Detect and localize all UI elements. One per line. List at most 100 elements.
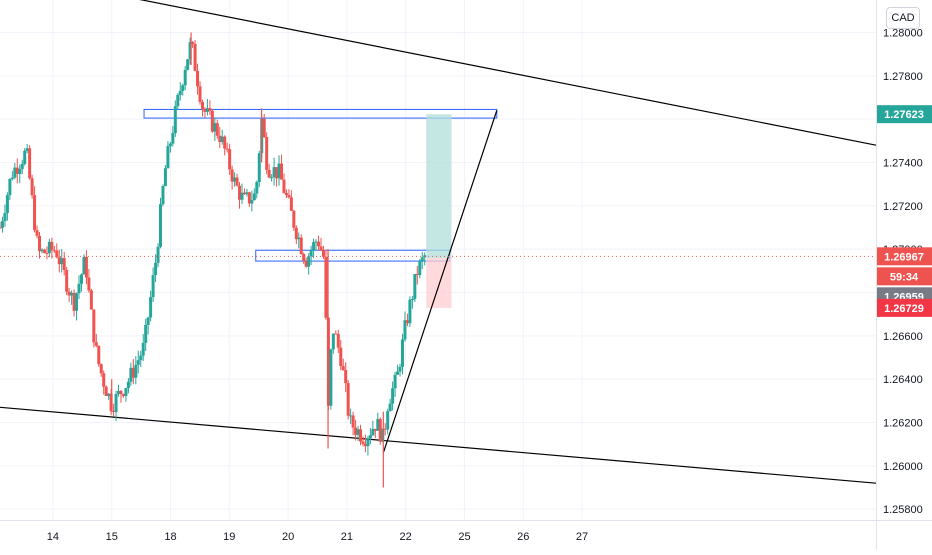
candle-body [223,136,227,149]
candles [0,32,427,488]
candle-body [149,297,153,318]
resistance-zone[interactable] [143,108,498,119]
y-tick-label: 1.28000 [883,28,923,40]
candle-body [28,148,32,179]
candle-body [368,435,372,439]
trendline[interactable] [0,406,877,484]
candle-body [272,167,276,178]
candle-body [282,179,286,193]
candle-body [218,135,222,143]
candle-body [126,381,130,389]
candle-body [284,192,288,196]
candle-body [178,90,182,95]
candle-body [396,371,400,375]
candle-body [247,192,251,204]
candle-body [72,292,76,311]
candle-body [3,212,7,222]
candle-body [294,227,298,240]
x-tick-label: 27 [576,531,588,543]
countdown-badge: 59:34 [890,271,919,283]
y-tick-label: 1.26600 [883,331,923,343]
candle-body [265,137,269,170]
candle-body [176,94,180,107]
candle-body [210,110,214,132]
target-price-badge: 1.27623 [884,109,924,121]
current-price-badge: 1.26967 [884,251,924,263]
candle-body [10,177,14,179]
candle-body [196,70,200,87]
candle-body [213,123,217,132]
candle-body [312,242,316,251]
candle-body [341,366,345,371]
y-tick-label: 1.27400 [883,158,923,170]
candle-body [309,250,313,257]
candle-body [139,355,143,361]
currency-button[interactable]: CAD [886,7,920,29]
resistance-zone[interactable] [255,249,451,262]
candle-body [356,429,360,435]
candle-body [75,293,79,311]
loss-zone[interactable] [426,258,452,308]
candle-body [198,86,202,102]
candle-body [349,415,353,417]
candle-body [193,43,197,71]
candle-body [84,257,88,278]
candle-body [8,178,12,196]
candle-body [366,438,370,447]
candle-body [415,273,419,275]
candle-body [359,429,363,442]
candle-body [99,364,103,374]
candle-body [146,317,150,325]
candle-body [324,256,328,318]
trendlines[interactable] [0,0,877,484]
candle-body [161,186,165,205]
candle-body [79,274,83,284]
candle-body [319,246,323,250]
profit-zone[interactable] [426,114,452,259]
candle-body [181,85,185,91]
candle-body [393,374,397,389]
trendline[interactable] [382,110,498,454]
candle-body [45,252,49,254]
candle-body [154,262,158,276]
candle-body [383,428,387,430]
candle-body [279,163,283,180]
candle-body [65,269,69,292]
candle-body [420,257,424,262]
candle-body [336,334,340,348]
long-position-tool[interactable] [426,114,452,308]
candle-body [240,192,244,200]
candle-body [15,167,19,174]
candle-body [250,200,254,204]
candle-body [129,367,133,382]
candle-body [13,167,17,178]
candle-body [97,345,101,365]
candle-body [270,177,274,179]
candle-body [163,168,167,187]
candle-body [47,241,51,254]
trendline[interactable] [0,0,877,146]
candle-body [89,290,93,310]
candle-body [233,177,237,182]
candle-body [82,257,86,275]
candle-body [52,250,56,252]
candle-body [410,299,414,301]
candle-body [252,193,256,201]
x-tick-label: 26 [517,531,529,543]
candle-body [391,388,395,404]
candle-body [361,441,365,445]
y-tick-label: 1.27800 [883,71,923,83]
candle-body [373,428,377,431]
candle-body [42,249,46,253]
candle-body [23,150,27,164]
candle-body [363,444,367,447]
candle-body [200,101,204,110]
candle-body [186,59,190,70]
candle-body [400,339,404,367]
candle-body [102,373,106,387]
candle-body [302,254,306,261]
candle-body [371,428,375,436]
candle-body [173,106,177,134]
candle-body [289,197,293,211]
